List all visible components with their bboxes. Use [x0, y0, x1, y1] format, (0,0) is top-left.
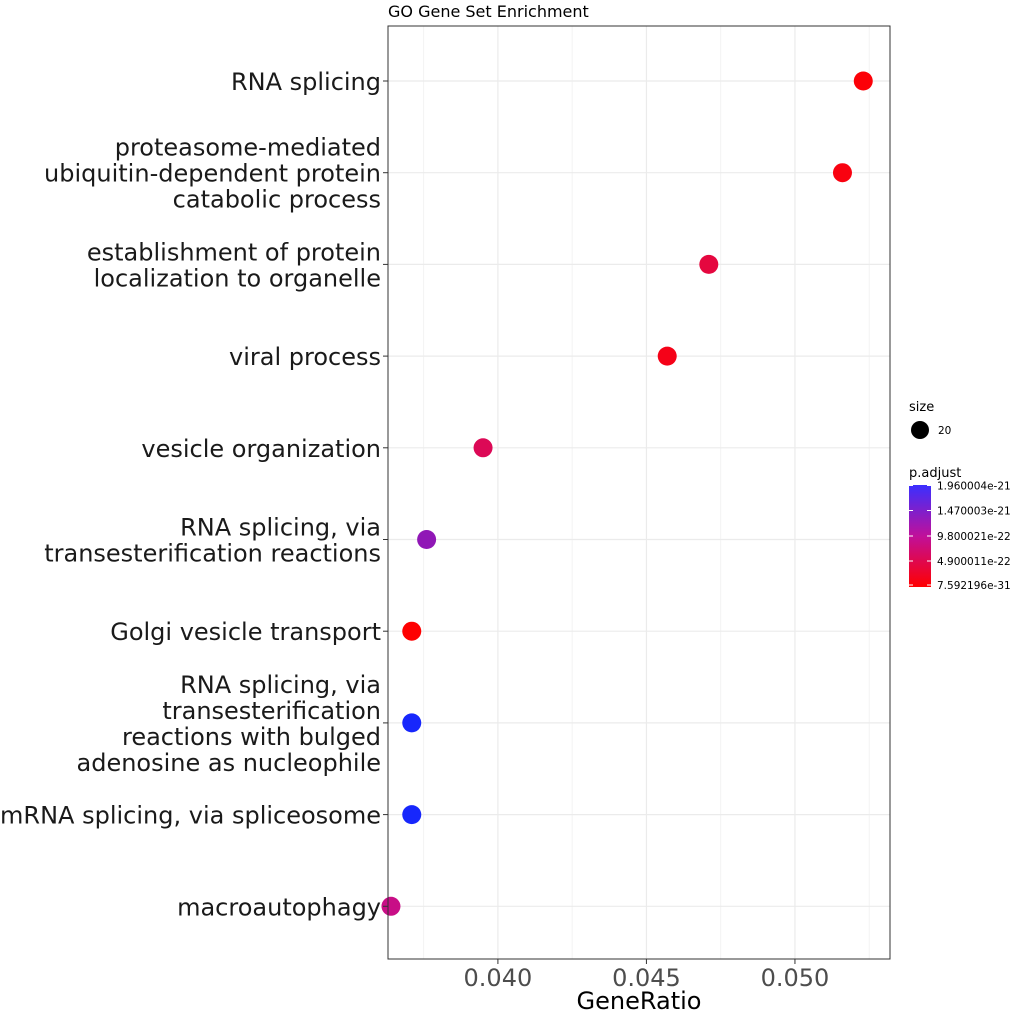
color-bar-label: 7.592196e-31: [937, 580, 1011, 592]
y-tick-label: vesicle organization: [141, 435, 381, 463]
plot-panel: [381, 25, 891, 960]
plot-background: [388, 26, 890, 959]
data-point: [853, 71, 873, 91]
x-axis: 0.040 0.045 0.050: [464, 959, 830, 992]
x-tick-label: 0.040: [464, 964, 533, 992]
color-legend-title: p.adjust: [909, 466, 961, 481]
color-bar-label: 9.800021e-22: [937, 531, 1011, 543]
data-point: [657, 346, 677, 366]
y-tick-label: proteasome-mediated ubiquitin-dependent p…: [44, 134, 381, 214]
color-bar: [909, 485, 931, 587]
y-tick-label: mRNA splicing, via spliceosome: [0, 802, 381, 830]
x-tick-label: 0.045: [612, 964, 681, 992]
color-bar-ticks: 1.960004e-21 1.470003e-21 9.800021e-22 4.90…: [909, 481, 1011, 592]
size-legend-title: size: [909, 400, 934, 415]
y-axis: RNA splicing proteasome-mediated ubiquitin…: [0, 68, 388, 921]
data-point: [402, 805, 422, 825]
color-bar-label: 4.900011e-22: [937, 556, 1011, 568]
y-tick-label: RNA splicing, via transesterification rea…: [44, 514, 381, 568]
data-point: [381, 896, 401, 916]
data-point: [832, 163, 852, 183]
y-tick-label: establishment of protein localization to …: [87, 238, 381, 292]
y-tick-label: RNA splicing, via transesterification reac…: [77, 671, 382, 777]
data-points: [381, 71, 873, 916]
grid-lines: [388, 26, 890, 959]
data-point: [402, 621, 422, 641]
color-bar-label: 1.960004e-21: [937, 481, 1011, 493]
data-point: [699, 254, 719, 274]
color-bar-label: 1.470003e-21: [937, 506, 1011, 518]
legend: size 20 p.adjust 1.960004e-21 1.470003e-2…: [909, 400, 1011, 592]
data-point: [402, 713, 422, 733]
y-tick-label: macroautophagy: [177, 893, 381, 921]
y-tick-label: RNA splicing: [231, 68, 381, 96]
x-tick-label: 0.050: [761, 964, 830, 992]
size-legend-label: 20: [938, 425, 951, 437]
y-tick-label: Golgi vesicle transport: [110, 618, 381, 646]
size-legend-key: [911, 421, 929, 439]
y-tick-label: viral process: [229, 343, 381, 371]
chart-title: GO Gene Set Enrichment: [388, 2, 589, 21]
data-point: [473, 438, 493, 458]
data-point: [417, 530, 437, 549]
x-axis-title: GeneRatio: [577, 987, 702, 1015]
plot-border: [387, 25, 891, 960]
